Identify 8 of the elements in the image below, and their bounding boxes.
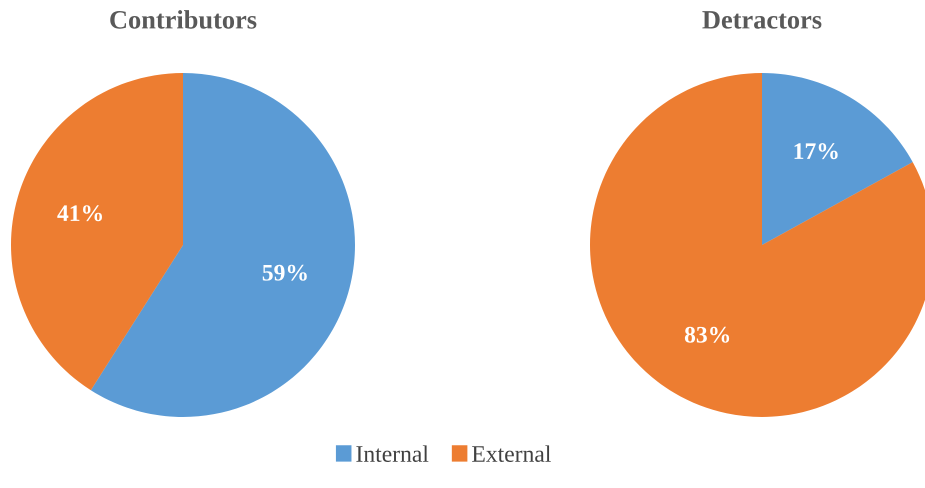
legend-label: External bbox=[472, 445, 551, 462]
data-label: 41% bbox=[57, 205, 102, 222]
chart-title: Detractors bbox=[702, 11, 822, 29]
chart-title: Contributors bbox=[110, 10, 256, 29]
data-label: 83% bbox=[684, 326, 730, 343]
data-label: 59% bbox=[262, 264, 307, 281]
legend-label: Internal bbox=[356, 445, 428, 462]
data-label: 17% bbox=[794, 143, 838, 160]
